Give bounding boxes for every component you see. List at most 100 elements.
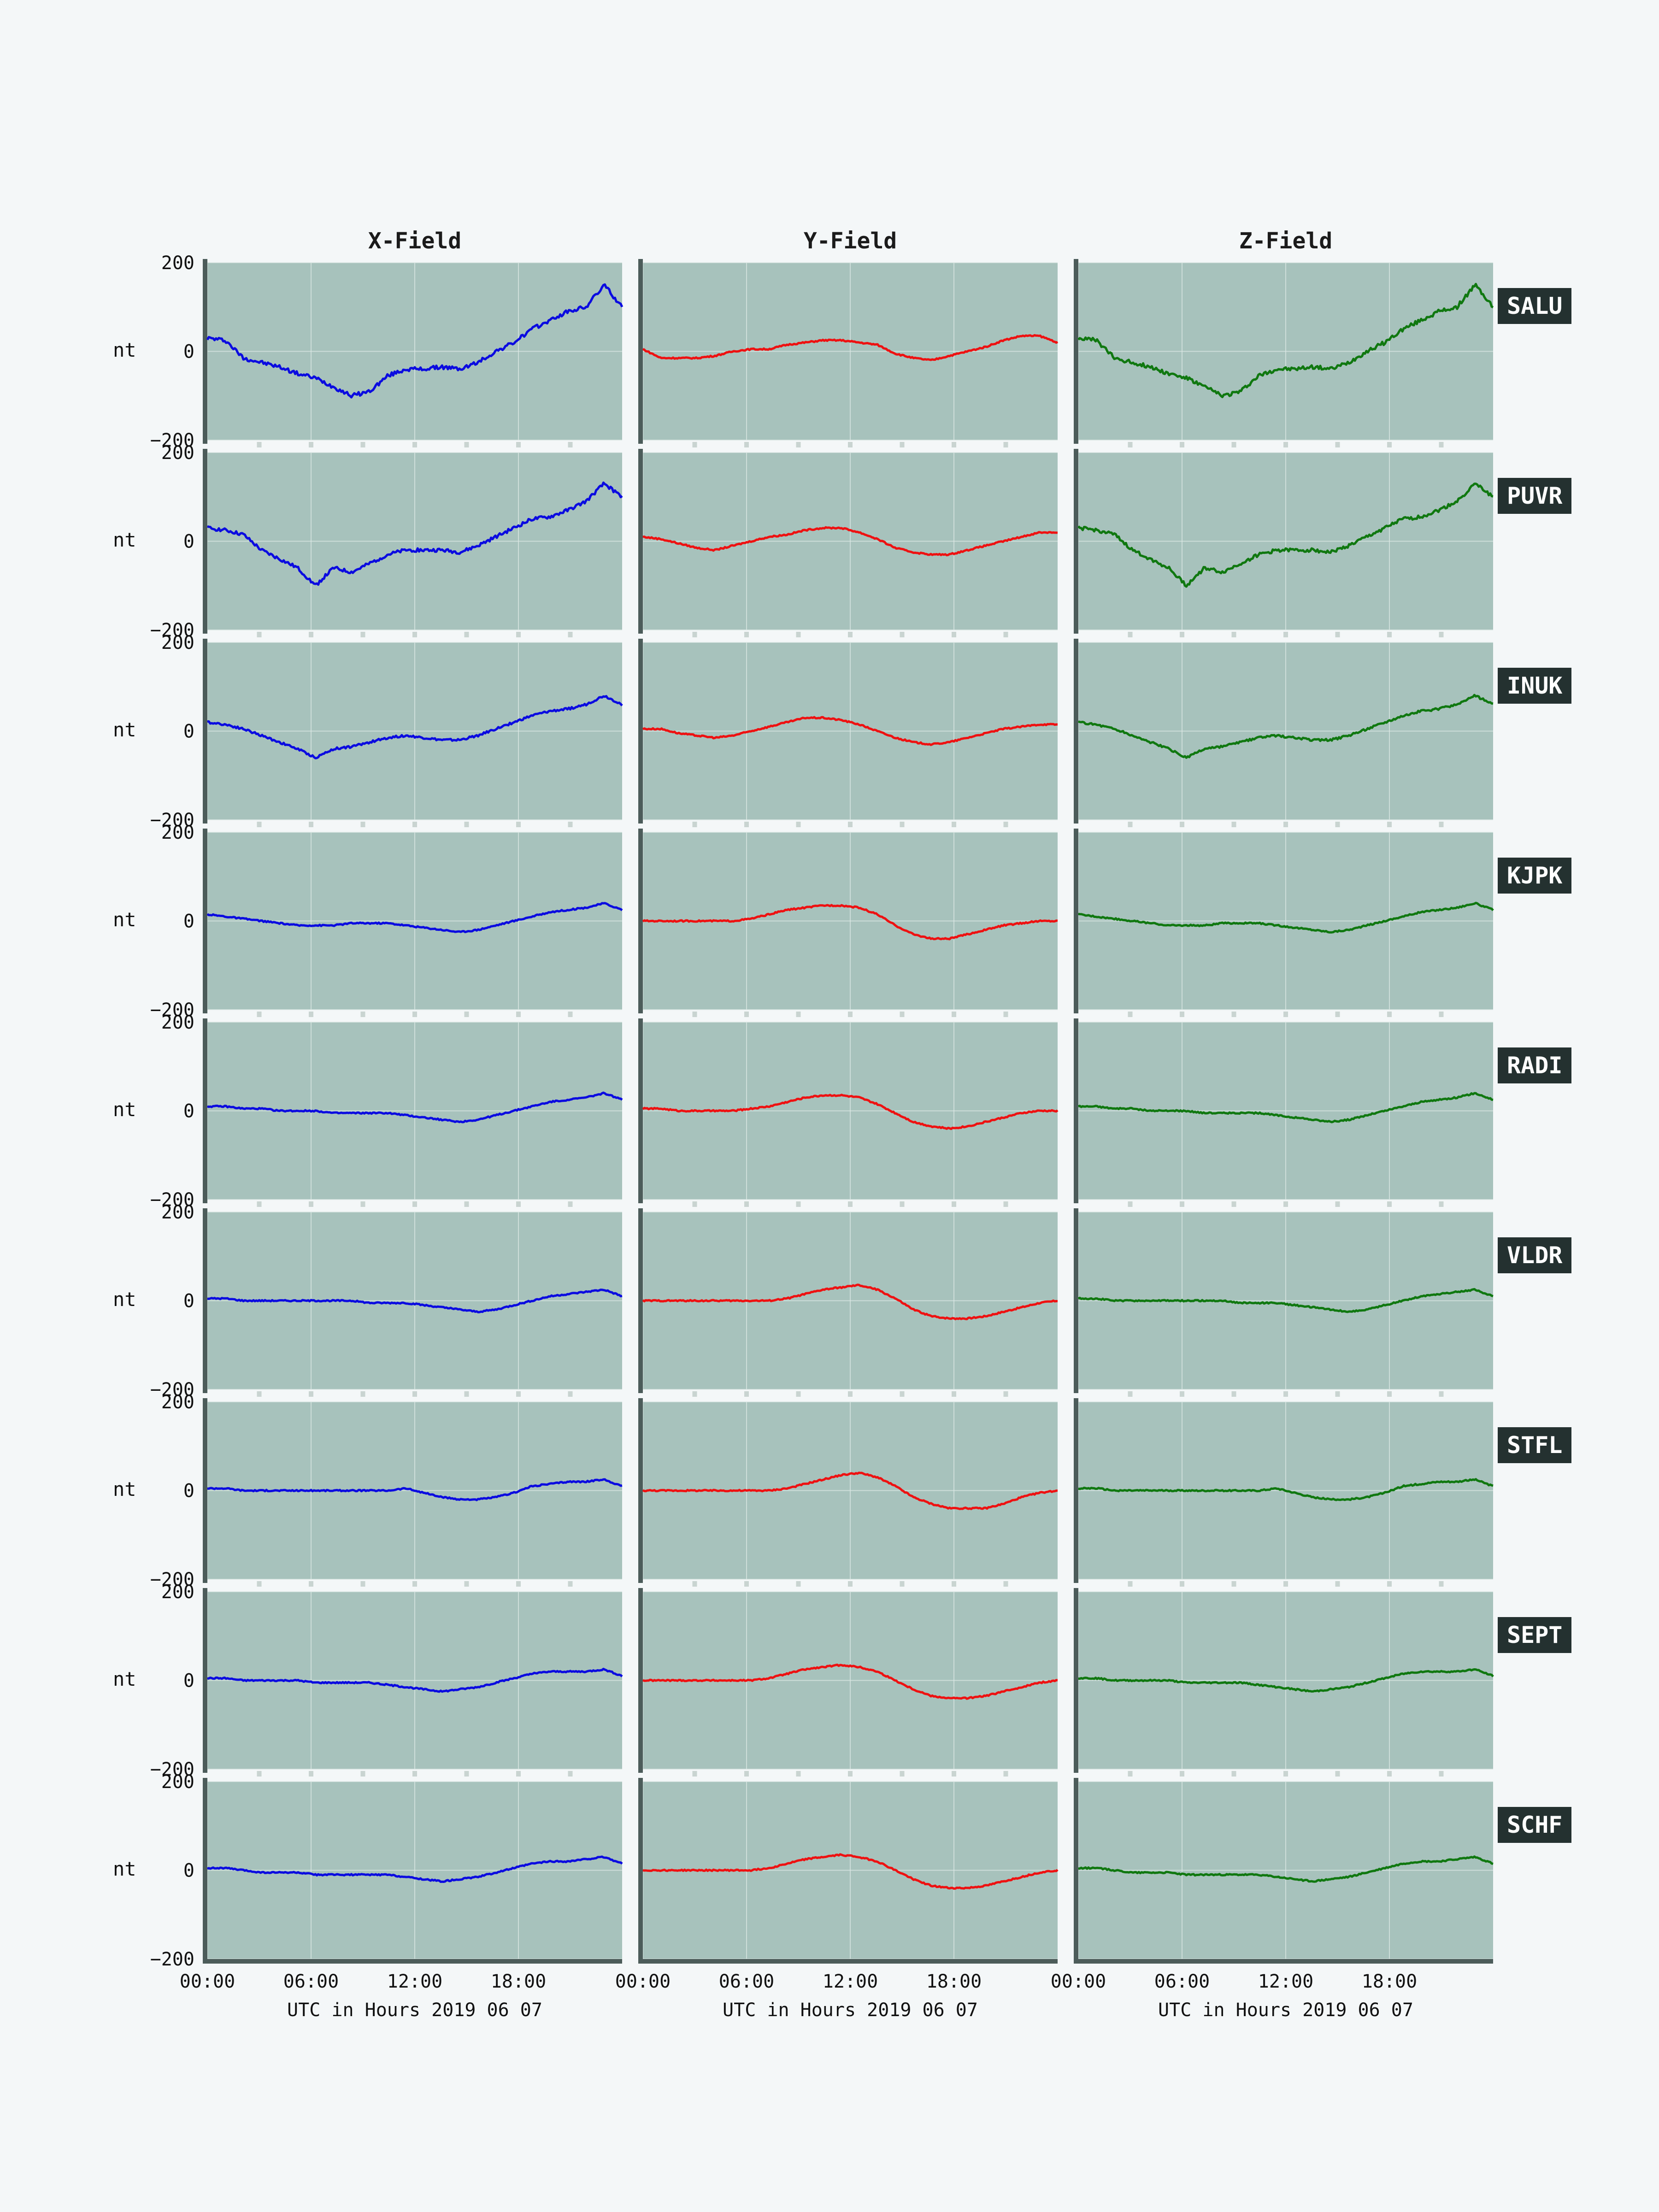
axis-spine-left — [1074, 1588, 1078, 1773]
series-line-x — [207, 1668, 623, 1693]
axis-spine-left — [203, 259, 207, 444]
tick-mark — [309, 1391, 313, 1397]
tick-mark — [1387, 442, 1392, 447]
tick-mark — [1128, 1201, 1133, 1207]
series-line-y — [642, 1471, 1058, 1510]
column-title-z: Z-Field — [1239, 228, 1333, 254]
tick-mark — [568, 1201, 573, 1207]
tick-mark — [1439, 632, 1444, 637]
tick-mark — [516, 1012, 521, 1017]
tick-mark — [257, 632, 262, 637]
tick-mark — [1283, 1771, 1288, 1777]
tick-mark — [744, 1012, 749, 1017]
tick-mark — [568, 632, 573, 637]
tick-mark — [1231, 442, 1236, 447]
tick-mark — [464, 1581, 469, 1587]
tick-mark — [692, 1771, 697, 1777]
y-axis-unit-label: nt — [113, 1857, 136, 1880]
panel-schf-x: −200 0 200 00:00 06:00 12:00 18:00 — [150, 1771, 623, 1992]
tick-mark — [848, 1581, 853, 1587]
station-label-vldr: VLDR — [1498, 1237, 1572, 1273]
axis-spine-left — [638, 449, 643, 634]
x-tick-label: 06:00 — [283, 1971, 339, 1992]
tick-mark — [309, 442, 313, 447]
tick-mark — [796, 442, 801, 447]
series-line-x — [207, 1855, 623, 1883]
tick-mark — [516, 1391, 521, 1397]
y-tick-label: 0 — [183, 1101, 194, 1122]
tick-mark — [1128, 1012, 1133, 1017]
tick-mark — [900, 632, 905, 637]
series-line-z — [1078, 901, 1494, 934]
x-tick-label: 12:00 — [1258, 1971, 1313, 1992]
y-tick-label: 0 — [183, 341, 194, 363]
tick-mark — [516, 1771, 521, 1777]
station-label-schf: SCHF — [1498, 1807, 1572, 1843]
tick-mark — [464, 822, 469, 827]
tick-mark — [1180, 1391, 1184, 1397]
x-tick-label: 00:00 — [180, 1971, 235, 1992]
panel-stfl-y — [638, 1398, 1058, 1587]
panel-salu-z — [1074, 259, 1494, 447]
station-label-radi: RADI — [1498, 1047, 1572, 1083]
tick-mark — [848, 1201, 853, 1207]
series-line-x — [207, 695, 623, 759]
tick-mark — [952, 632, 956, 637]
series-line-x — [206, 283, 624, 399]
tick-mark — [464, 1201, 469, 1207]
tick-mark — [692, 1581, 697, 1587]
y-axis-unit-label: nt — [113, 528, 136, 551]
x-tick-label: 12:00 — [823, 1971, 878, 1992]
tick-mark — [568, 1771, 573, 1777]
axis-spine-left — [1074, 829, 1078, 1013]
x-tick-label: 00:00 — [615, 1971, 671, 1992]
tick-mark — [412, 1581, 417, 1587]
tick-mark — [900, 442, 905, 447]
station-label-inuk: INUK — [1498, 668, 1572, 704]
y-tick-label: 0 — [183, 1671, 194, 1692]
panel-puvr-x: −200 0 200 — [150, 442, 623, 641]
tick-mark — [900, 1201, 905, 1207]
y-tick-label: −200 — [150, 1000, 194, 1021]
tick-mark — [744, 442, 749, 447]
tick-mark — [744, 1391, 749, 1397]
tick-mark — [412, 1391, 417, 1397]
axis-spine-left — [203, 829, 207, 1013]
series-line-z — [1078, 1668, 1494, 1693]
tick-mark — [1335, 1771, 1340, 1777]
tick-mark — [257, 1771, 262, 1777]
tick-mark — [1387, 632, 1392, 637]
y-tick-label: −200 — [150, 1379, 194, 1400]
tick-mark — [1439, 822, 1444, 827]
tick-mark — [568, 822, 573, 827]
tick-mark — [796, 1391, 801, 1397]
panel-sept-z — [1074, 1588, 1494, 1777]
panel-puvr-z — [1074, 449, 1494, 637]
tick-mark — [360, 822, 365, 827]
tick-mark — [1335, 632, 1340, 637]
y-tick-label: 200 — [161, 1012, 194, 1033]
panel-puvr-y — [638, 449, 1058, 637]
tick-mark — [952, 1771, 956, 1777]
series-line-x — [207, 1288, 623, 1313]
axis-spine-left — [638, 639, 643, 824]
tick-mark — [900, 822, 905, 827]
tick-mark — [568, 1581, 573, 1587]
y-axis-unit-label: nt — [113, 1477, 136, 1500]
tick-mark — [568, 442, 573, 447]
y-tick-label: 200 — [161, 1771, 194, 1793]
series-line-y — [642, 334, 1059, 361]
x-axis-label-z: UTC in Hours 2019 06 07 — [1158, 2000, 1413, 2021]
axis-spine-bottom — [203, 1959, 622, 1964]
tick-mark — [1231, 822, 1236, 827]
tick-mark — [1335, 1391, 1340, 1397]
tick-mark — [1003, 1391, 1008, 1397]
series-line-x — [206, 902, 623, 933]
series-line-z — [1078, 1092, 1494, 1124]
y-tick-label: −200 — [150, 430, 194, 451]
tick-mark — [464, 442, 469, 447]
tick-mark — [1439, 1201, 1444, 1207]
tick-mark — [952, 442, 956, 447]
panel-sept-y — [638, 1588, 1058, 1777]
